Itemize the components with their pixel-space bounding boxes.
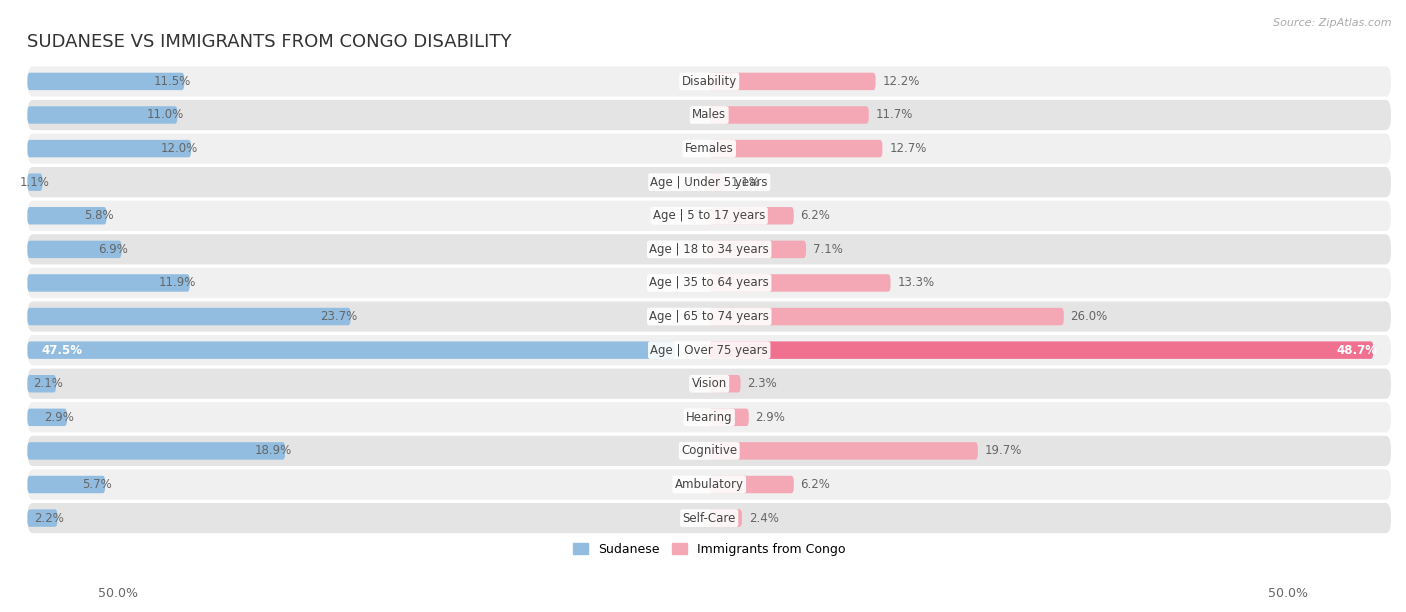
FancyBboxPatch shape: [709, 274, 890, 292]
Text: 50.0%: 50.0%: [1268, 587, 1308, 600]
Text: Age | 5 to 17 years: Age | 5 to 17 years: [652, 209, 765, 222]
Text: Age | 18 to 34 years: Age | 18 to 34 years: [650, 243, 769, 256]
Text: Age | 65 to 74 years: Age | 65 to 74 years: [650, 310, 769, 323]
FancyBboxPatch shape: [28, 302, 1391, 332]
Text: 18.9%: 18.9%: [254, 444, 292, 457]
Text: 13.3%: 13.3%: [897, 277, 935, 289]
Text: 6.2%: 6.2%: [800, 478, 831, 491]
Text: Age | 35 to 64 years: Age | 35 to 64 years: [650, 277, 769, 289]
FancyBboxPatch shape: [28, 274, 190, 292]
Text: Ambulatory: Ambulatory: [675, 478, 744, 491]
FancyBboxPatch shape: [709, 207, 794, 225]
Text: 5.7%: 5.7%: [82, 478, 112, 491]
FancyBboxPatch shape: [709, 509, 742, 527]
Text: Source: ZipAtlas.com: Source: ZipAtlas.com: [1274, 18, 1392, 28]
FancyBboxPatch shape: [28, 509, 58, 527]
FancyBboxPatch shape: [28, 341, 675, 359]
FancyBboxPatch shape: [28, 409, 67, 426]
Text: 6.2%: 6.2%: [800, 209, 831, 222]
Text: 19.7%: 19.7%: [984, 444, 1022, 457]
FancyBboxPatch shape: [28, 308, 350, 326]
Text: 12.0%: 12.0%: [160, 142, 198, 155]
Text: 6.9%: 6.9%: [98, 243, 128, 256]
FancyBboxPatch shape: [709, 73, 876, 90]
FancyBboxPatch shape: [709, 476, 794, 493]
FancyBboxPatch shape: [28, 442, 285, 460]
FancyBboxPatch shape: [28, 268, 1391, 298]
Text: 2.1%: 2.1%: [32, 377, 63, 390]
FancyBboxPatch shape: [28, 140, 191, 157]
FancyBboxPatch shape: [28, 207, 107, 225]
Text: Disability: Disability: [682, 75, 737, 88]
Text: Self-Care: Self-Care: [682, 512, 735, 524]
Text: Age | Under 5 years: Age | Under 5 years: [651, 176, 768, 188]
Text: 1.1%: 1.1%: [731, 176, 761, 188]
FancyBboxPatch shape: [709, 409, 749, 426]
Text: 7.1%: 7.1%: [813, 243, 842, 256]
Text: 2.3%: 2.3%: [748, 377, 778, 390]
FancyBboxPatch shape: [28, 469, 1391, 499]
Text: 47.5%: 47.5%: [41, 344, 82, 357]
Text: Cognitive: Cognitive: [681, 444, 737, 457]
Text: 1.1%: 1.1%: [20, 176, 49, 188]
Text: 12.2%: 12.2%: [883, 75, 920, 88]
FancyBboxPatch shape: [28, 234, 1391, 264]
FancyBboxPatch shape: [28, 173, 42, 191]
Text: Hearing: Hearing: [686, 411, 733, 424]
FancyBboxPatch shape: [28, 167, 1391, 197]
FancyBboxPatch shape: [28, 368, 1391, 399]
FancyBboxPatch shape: [28, 335, 1391, 365]
FancyBboxPatch shape: [28, 73, 184, 90]
Text: Females: Females: [685, 142, 734, 155]
Text: 2.9%: 2.9%: [755, 411, 786, 424]
FancyBboxPatch shape: [709, 442, 977, 460]
Text: 11.0%: 11.0%: [148, 108, 184, 122]
Text: Vision: Vision: [692, 377, 727, 390]
FancyBboxPatch shape: [28, 436, 1391, 466]
Text: 26.0%: 26.0%: [1070, 310, 1108, 323]
Text: 12.7%: 12.7%: [889, 142, 927, 155]
Text: SUDANESE VS IMMIGRANTS FROM CONGO DISABILITY: SUDANESE VS IMMIGRANTS FROM CONGO DISABI…: [28, 34, 512, 51]
FancyBboxPatch shape: [28, 241, 121, 258]
FancyBboxPatch shape: [709, 140, 883, 157]
Text: 50.0%: 50.0%: [98, 587, 138, 600]
FancyBboxPatch shape: [709, 341, 1374, 359]
Text: 2.9%: 2.9%: [44, 411, 73, 424]
Text: 2.4%: 2.4%: [749, 512, 779, 524]
FancyBboxPatch shape: [28, 375, 56, 392]
Text: 5.8%: 5.8%: [84, 209, 114, 222]
Text: Males: Males: [692, 108, 727, 122]
Text: 48.7%: 48.7%: [1336, 344, 1378, 357]
FancyBboxPatch shape: [709, 308, 1064, 326]
FancyBboxPatch shape: [28, 66, 1391, 97]
Text: 11.5%: 11.5%: [153, 75, 191, 88]
Text: 11.9%: 11.9%: [159, 277, 197, 289]
FancyBboxPatch shape: [28, 106, 177, 124]
FancyBboxPatch shape: [28, 133, 1391, 163]
Text: 11.7%: 11.7%: [876, 108, 912, 122]
Text: 2.2%: 2.2%: [34, 512, 65, 524]
FancyBboxPatch shape: [28, 201, 1391, 231]
FancyBboxPatch shape: [28, 100, 1391, 130]
FancyBboxPatch shape: [709, 173, 724, 191]
FancyBboxPatch shape: [709, 375, 741, 392]
Text: 23.7%: 23.7%: [321, 310, 357, 323]
Legend: Sudanese, Immigrants from Congo: Sudanese, Immigrants from Congo: [568, 537, 851, 561]
FancyBboxPatch shape: [28, 402, 1391, 433]
FancyBboxPatch shape: [28, 503, 1391, 533]
Text: Age | Over 75 years: Age | Over 75 years: [651, 344, 768, 357]
FancyBboxPatch shape: [709, 241, 806, 258]
FancyBboxPatch shape: [709, 106, 869, 124]
FancyBboxPatch shape: [28, 476, 105, 493]
